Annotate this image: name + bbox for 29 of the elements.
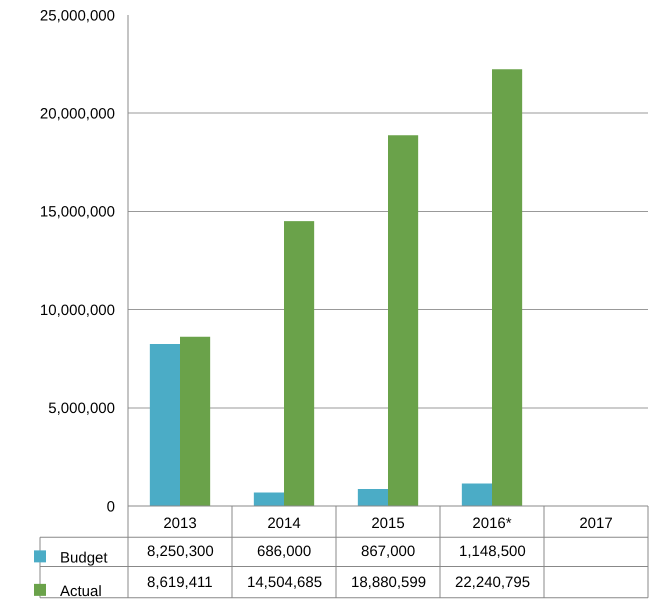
y-tick-label: 20,000,000 [40, 105, 115, 122]
data-label: 18,880,599 [351, 574, 426, 591]
data-label: 8,250,300 [147, 543, 214, 560]
y-tick-label: 15,000,000 [40, 204, 115, 221]
bar [180, 336, 210, 506]
data-label: 14,504,685 [247, 574, 322, 591]
y-tick-label: 5,000,000 [48, 400, 115, 418]
y-tick-label: 25,000,000 [40, 7, 115, 24]
x-tick-label: 2013 [163, 515, 197, 532]
data-label: 8,619,411 [147, 574, 213, 591]
y-tick-label: 0 [106, 498, 115, 516]
bar [150, 344, 180, 506]
x-tick-label: 2014 [267, 515, 301, 532]
legend-label: Budget [60, 549, 108, 566]
x-tick-label: 2015 [371, 515, 405, 532]
data-label: 22,240,795 [455, 574, 530, 591]
legend-label: Actual [60, 582, 102, 600]
bar [388, 135, 418, 506]
x-tick-label: 2016* [472, 515, 512, 532]
bar [492, 69, 522, 506]
bar [358, 488, 388, 506]
y-tick-label: 10,000,000 [40, 302, 115, 319]
bar [254, 492, 284, 506]
x-tick-label: 2017 [579, 515, 613, 532]
bar [284, 221, 314, 506]
data-label: 867,000 [361, 543, 416, 560]
data-label: 686,000 [257, 543, 312, 560]
bar [462, 483, 492, 506]
data-label: 1,148,500 [459, 543, 526, 560]
